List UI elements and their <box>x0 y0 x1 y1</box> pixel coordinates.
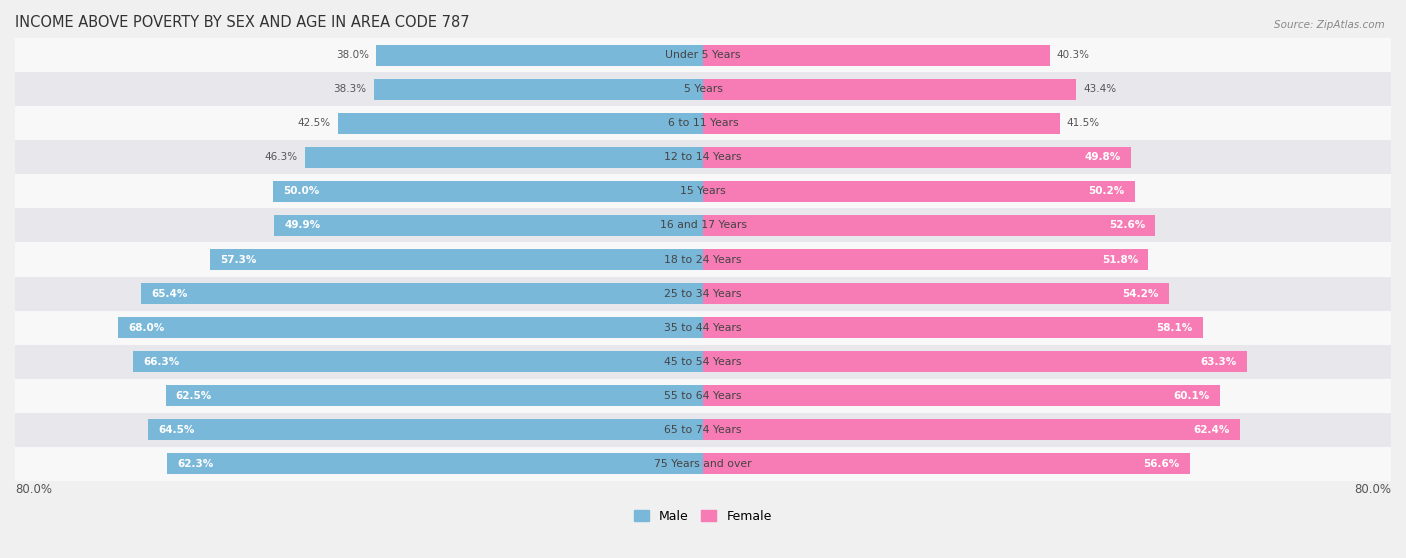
Bar <box>703 215 1156 236</box>
Text: 38.3%: 38.3% <box>333 84 367 94</box>
Text: Source: ZipAtlas.com: Source: ZipAtlas.com <box>1274 20 1385 30</box>
Text: 40.3%: 40.3% <box>1056 50 1090 60</box>
Text: 66.3%: 66.3% <box>143 357 180 367</box>
Bar <box>132 351 703 372</box>
Bar <box>703 249 1149 270</box>
Bar <box>703 79 1076 100</box>
Bar <box>166 385 703 406</box>
Text: 49.9%: 49.9% <box>284 220 321 230</box>
Bar <box>211 249 703 270</box>
Text: 63.3%: 63.3% <box>1201 357 1237 367</box>
Bar <box>703 351 1247 372</box>
Bar <box>703 147 1132 168</box>
Bar <box>703 45 1050 66</box>
Text: INCOME ABOVE POVERTY BY SEX AND AGE IN AREA CODE 787: INCOME ABOVE POVERTY BY SEX AND AGE IN A… <box>15 15 470 30</box>
Text: 52.6%: 52.6% <box>1109 220 1144 230</box>
Text: 12 to 14 Years: 12 to 14 Years <box>664 152 742 162</box>
Text: 54.2%: 54.2% <box>1122 288 1159 299</box>
Text: 64.5%: 64.5% <box>159 425 195 435</box>
Text: Under 5 Years: Under 5 Years <box>665 50 741 60</box>
Bar <box>15 174 1391 209</box>
Bar <box>15 209 1391 243</box>
Bar <box>703 181 1135 202</box>
Bar <box>703 453 1189 474</box>
Text: 45 to 54 Years: 45 to 54 Years <box>664 357 742 367</box>
Bar <box>273 181 703 202</box>
Text: 41.5%: 41.5% <box>1067 118 1099 128</box>
Bar <box>15 447 1391 481</box>
Bar <box>703 419 1240 440</box>
Text: 16 and 17 Years: 16 and 17 Years <box>659 220 747 230</box>
Text: 42.5%: 42.5% <box>298 118 330 128</box>
Bar <box>15 413 1391 447</box>
Text: 68.0%: 68.0% <box>128 323 165 333</box>
Bar <box>15 72 1391 106</box>
Bar <box>15 38 1391 72</box>
Bar <box>15 311 1391 345</box>
Legend: Male, Female: Male, Female <box>630 505 776 528</box>
Text: 56.6%: 56.6% <box>1143 459 1180 469</box>
Bar <box>167 453 703 474</box>
Bar <box>703 385 1220 406</box>
Text: 35 to 44 Years: 35 to 44 Years <box>664 323 742 333</box>
Text: 5 Years: 5 Years <box>683 84 723 94</box>
Text: 18 to 24 Years: 18 to 24 Years <box>664 254 742 264</box>
Text: 43.4%: 43.4% <box>1083 84 1116 94</box>
Bar <box>337 113 703 134</box>
Text: 49.8%: 49.8% <box>1084 152 1121 162</box>
Text: 65.4%: 65.4% <box>150 288 187 299</box>
Bar <box>15 277 1391 311</box>
Bar <box>703 283 1170 304</box>
Text: 62.3%: 62.3% <box>177 459 214 469</box>
Text: 15 Years: 15 Years <box>681 186 725 196</box>
Bar <box>377 45 703 66</box>
Bar <box>15 243 1391 277</box>
Bar <box>15 379 1391 413</box>
Bar <box>374 79 703 100</box>
Bar <box>15 106 1391 140</box>
Text: 50.2%: 50.2% <box>1088 186 1125 196</box>
Text: 46.3%: 46.3% <box>264 152 298 162</box>
Bar <box>274 215 703 236</box>
Text: 57.3%: 57.3% <box>221 254 257 264</box>
Bar <box>703 317 1202 338</box>
Text: 58.1%: 58.1% <box>1156 323 1192 333</box>
Bar <box>15 140 1391 174</box>
Text: 80.0%: 80.0% <box>1354 483 1391 496</box>
Text: 65 to 74 Years: 65 to 74 Years <box>664 425 742 435</box>
Bar <box>118 317 703 338</box>
Text: 80.0%: 80.0% <box>15 483 52 496</box>
Bar <box>703 113 1060 134</box>
Bar <box>305 147 703 168</box>
Text: 25 to 34 Years: 25 to 34 Years <box>664 288 742 299</box>
Text: 51.8%: 51.8% <box>1102 254 1139 264</box>
Text: 62.5%: 62.5% <box>176 391 212 401</box>
Bar <box>141 283 703 304</box>
Text: 38.0%: 38.0% <box>336 50 370 60</box>
Text: 62.4%: 62.4% <box>1192 425 1229 435</box>
Text: 55 to 64 Years: 55 to 64 Years <box>664 391 742 401</box>
Text: 60.1%: 60.1% <box>1173 391 1209 401</box>
Text: 6 to 11 Years: 6 to 11 Years <box>668 118 738 128</box>
Text: 75 Years and over: 75 Years and over <box>654 459 752 469</box>
Bar <box>148 419 703 440</box>
Bar <box>15 345 1391 379</box>
Text: 50.0%: 50.0% <box>284 186 319 196</box>
